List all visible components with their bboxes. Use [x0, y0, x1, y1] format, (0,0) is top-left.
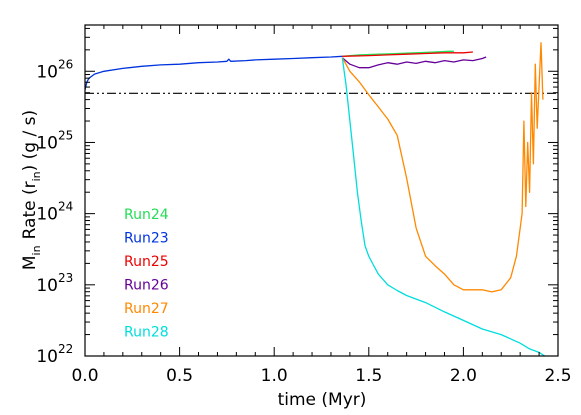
y-tick-exponent: 24	[58, 200, 73, 214]
y-tick-exponent: 26	[58, 57, 73, 71]
x-tick-label: 0.5	[166, 366, 193, 386]
y-tick-exponent: 22	[58, 342, 73, 356]
series-line-run27	[341, 42, 544, 293]
y-axis-title-m-sub: in	[30, 245, 43, 255]
x-axis-title: time (Myr)	[278, 390, 367, 410]
y-tick-label: 10	[36, 347, 58, 367]
y-tick-label: 10	[36, 276, 58, 296]
y-tick-label: 10	[36, 133, 58, 153]
legend-label-run28: Run28	[124, 325, 169, 341]
svg-text:MinRate (rin) (g / s): MinRate (rin) (g / s)	[20, 110, 43, 270]
legend-label-run23: Run23	[124, 231, 169, 247]
x-tick-label: 2.0	[450, 366, 477, 386]
x-tick-label: 0.0	[71, 366, 98, 386]
x-tick-label: 1.5	[355, 366, 382, 386]
series-line-run28	[341, 57, 546, 356]
plot-area	[85, 42, 558, 356]
y-axis-title-m: M	[20, 255, 40, 270]
y-tick-label: 10	[36, 62, 58, 82]
y-axis-title-rate: Rate (r	[20, 181, 40, 239]
legend: Run24 Run23 Run25 Run26 Run27 Run28	[124, 207, 169, 341]
plot-frame	[84, 24, 559, 357]
x-tick-label: 2.5	[544, 366, 571, 386]
legend-label-run26: Run26	[124, 278, 169, 294]
x-tick-label: 1.0	[261, 366, 288, 386]
y-tick-label: 10	[36, 205, 58, 225]
y-axis-title-units: ) (g / s)	[20, 110, 40, 171]
y-axis-title-rate-sub: in	[30, 171, 43, 181]
series-line-run24	[342, 50, 454, 57]
y-axis-title: MinRate (rin) (g / s)	[20, 110, 43, 270]
series-line-run26	[341, 56, 487, 69]
series-line-run25	[342, 51, 473, 57]
legend-label-run27: Run27	[124, 301, 169, 317]
legend-label-run25: Run25	[124, 254, 169, 270]
series-line-run23	[85, 55, 343, 90]
y-tick-exponent: 25	[58, 128, 73, 142]
legend-label-run24: Run24	[124, 207, 169, 223]
y-tick-exponent: 23	[58, 271, 73, 285]
